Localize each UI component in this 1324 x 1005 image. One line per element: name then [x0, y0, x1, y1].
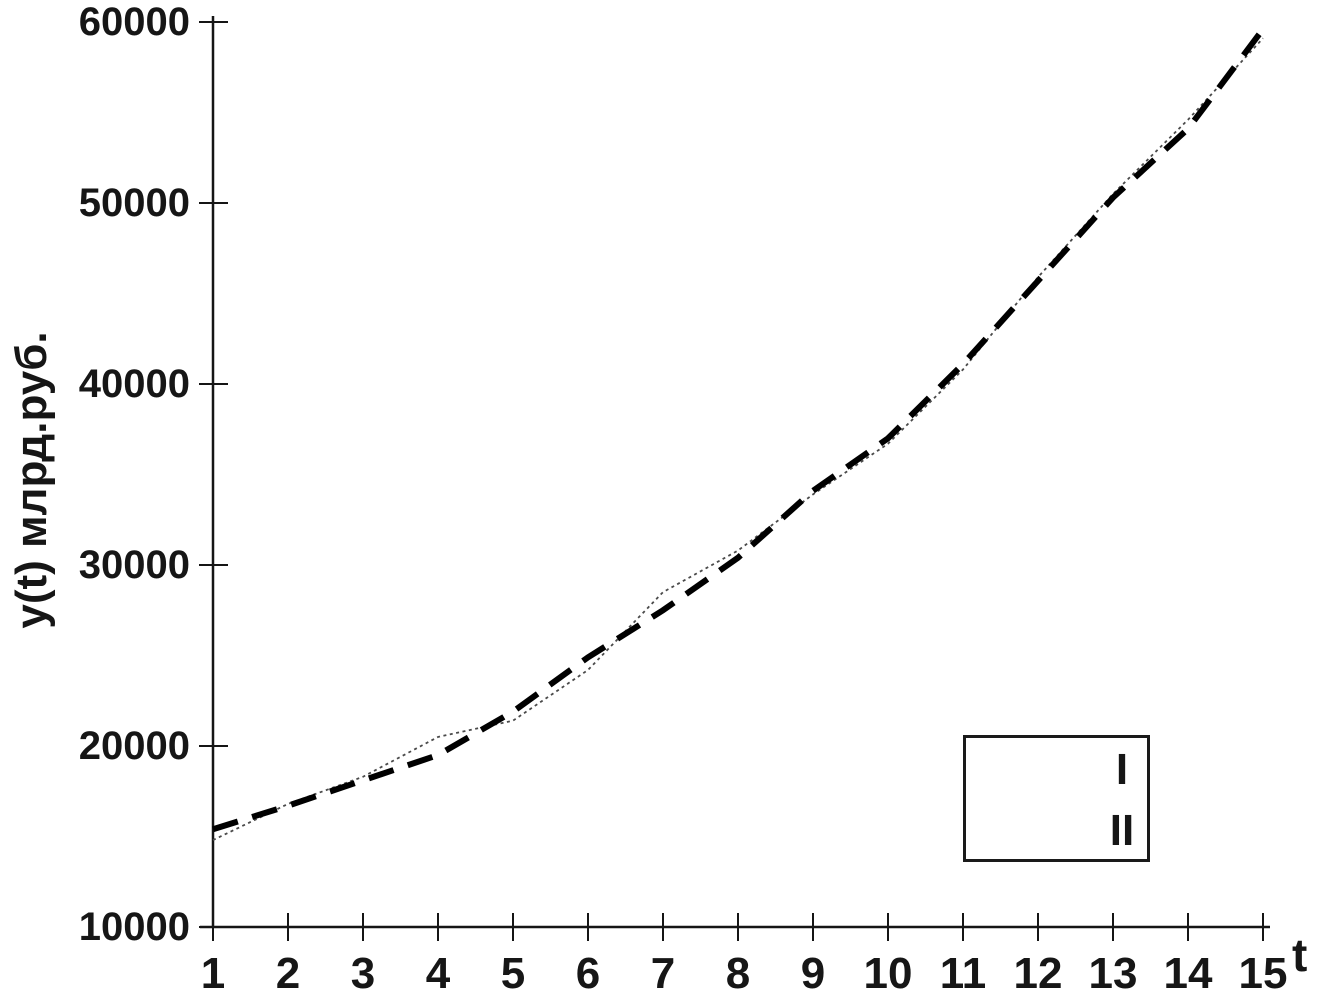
y-axis-title: y(t) млрд.руб. — [7, 331, 56, 629]
legend — [963, 735, 1150, 862]
x-tick-label: 4 — [425, 949, 451, 998]
x-tick-label: 10 — [863, 949, 913, 998]
series-I-line — [212, 37, 1264, 841]
x-tick-label: 2 — [275, 949, 301, 998]
x-tick-label: 15 — [1238, 949, 1288, 998]
x-tick-label: 8 — [725, 949, 751, 998]
x-tick-label: 6 — [575, 949, 601, 998]
legend-label-series-1: I — [1115, 745, 1129, 794]
x-tick-label: 14 — [1163, 949, 1213, 998]
y-tick-label: 30000 — [78, 543, 190, 587]
y-tick-label: 50000 — [78, 181, 190, 225]
y-tick-label: 60000 — [78, 0, 190, 44]
x-tick-label: 3 — [350, 949, 376, 998]
x-tick-label: 12 — [1013, 949, 1063, 998]
x-tick-label: 13 — [1088, 949, 1138, 998]
x-axis-title: t — [1292, 929, 1308, 981]
y-tick-label: 20000 — [78, 724, 190, 768]
x-tick-label: 1 — [200, 949, 226, 998]
x-tick-label: 7 — [650, 949, 676, 998]
y-tick-label: 10000 — [78, 905, 190, 949]
x-tick-label: 9 — [800, 949, 826, 998]
x-tick-label: 11 — [939, 949, 987, 998]
y-tick-label: 40000 — [78, 362, 190, 406]
series-II-line — [212, 27, 1266, 833]
legend-label-series-2: II — [1109, 806, 1135, 855]
x-tick-label: 5 — [500, 949, 526, 998]
